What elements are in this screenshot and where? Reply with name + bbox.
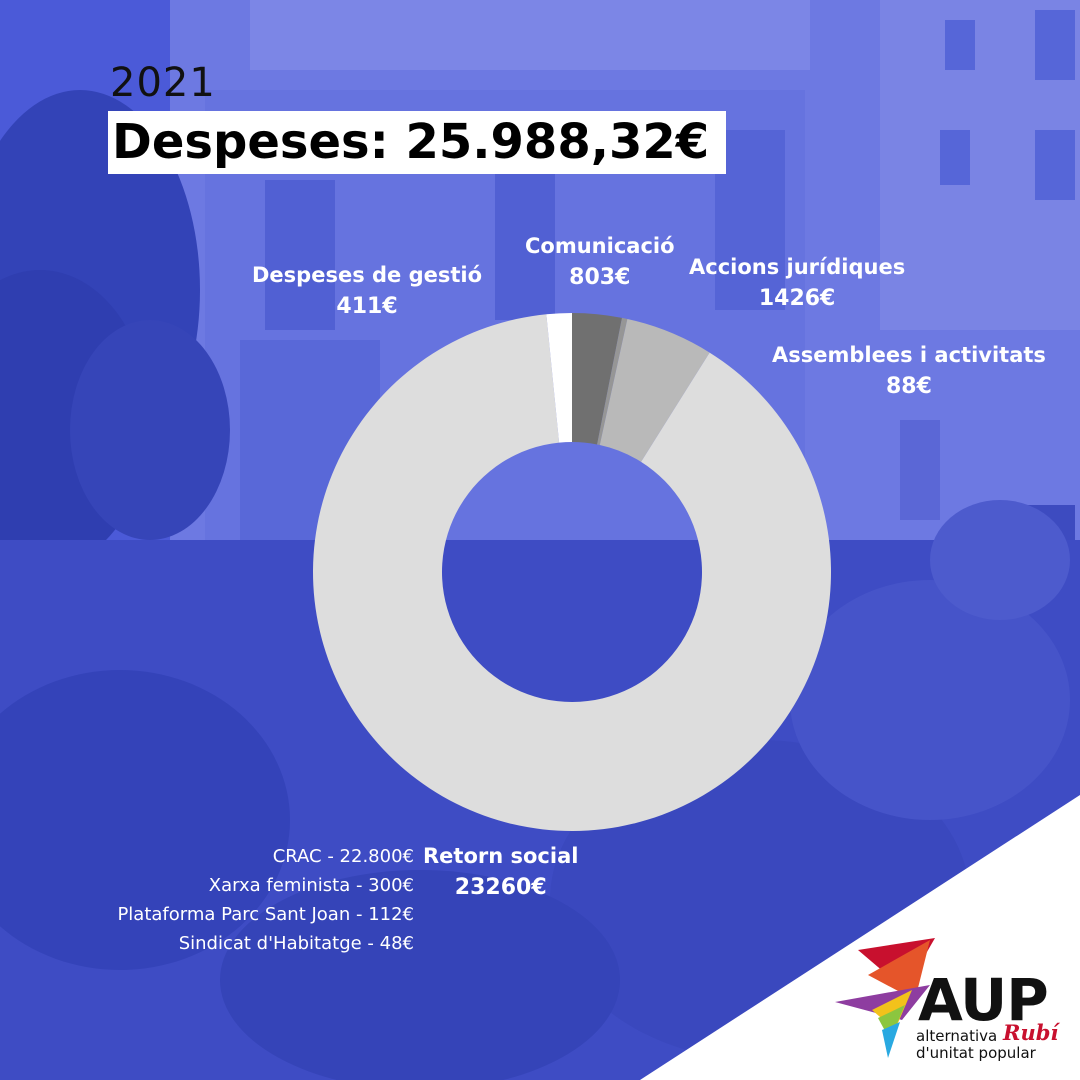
label-retorn-social-name: Retorn social (423, 844, 579, 868)
donut-slice-retorn-social (312, 314, 831, 831)
donut-slice-comunicaci- (572, 313, 622, 445)
logo-aup-text: AUP (918, 966, 1049, 1034)
label-comunicacio-value: 803€ (569, 265, 631, 290)
donut-slice-assemblees-i-activitats (597, 317, 628, 446)
label-despeses-gestio-name: Despeses de gestió (252, 263, 483, 287)
label-assemblees: Assemblees i activitats 88€ (772, 339, 1046, 403)
label-assemblees-name: Assemblees i activitats (772, 343, 1046, 367)
label-accions-juridiques: Accions jurídiques 1426€ (689, 251, 905, 315)
donut-slice-accions-jur-diques (599, 318, 710, 462)
breakdown-item: Sindicat d'Habitatge - 48€ (178, 933, 414, 954)
donut-slice-despeses-de-gesti- (546, 313, 572, 443)
label-comunicacio-name: Comunicació (525, 234, 675, 258)
label-retorn-social: Retorn social 23260€ (423, 840, 578, 904)
label-assemblees-value: 88€ (885, 374, 932, 399)
breakdown-item: CRAC - 22.800€ (272, 846, 414, 867)
breakdown-item: Plataforma Parc Sant Joan - 112€ (117, 904, 414, 925)
retorn-social-breakdown: CRAC - 22.800€ Xarxa feminista - 300€ Pl… (117, 842, 414, 958)
total-expenses-title: Despeses: 25.988,32€ (108, 111, 726, 174)
logo-subtitle: alternativa d'unitat popular (916, 1028, 1036, 1062)
breakdown-item: Xarxa feminista - 300€ (208, 875, 414, 896)
label-retorn-social-value: 23260€ (454, 875, 547, 900)
logo-subtitle-line1: alternativa (916, 1027, 998, 1045)
year-label: 2021 (110, 60, 216, 106)
logo-subtitle-line2: d'unitat popular (916, 1044, 1036, 1062)
label-comunicacio: Comunicació 803€ (525, 230, 675, 294)
label-accions-juridiques-name: Accions jurídiques (689, 255, 906, 279)
label-despeses-gestio: Despeses de gestió 411€ (252, 259, 482, 323)
label-accions-juridiques-value: 1426€ (758, 286, 836, 311)
logo-rubi-text: Rubí (1003, 1020, 1059, 1045)
label-despeses-gestio-value: 411€ (336, 294, 398, 319)
